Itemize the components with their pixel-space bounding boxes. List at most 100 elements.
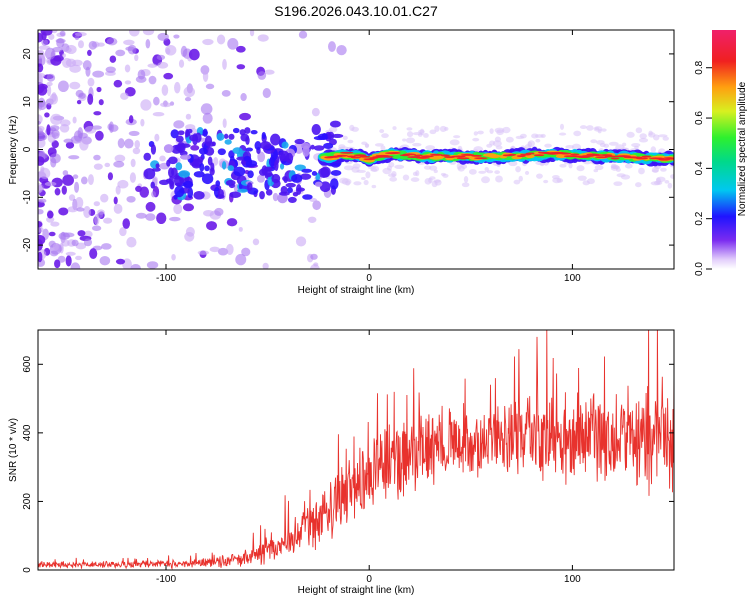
spectral-blob	[279, 163, 285, 170]
spectral-blob	[120, 92, 129, 100]
spectral-blob	[667, 157, 674, 160]
spectral-blob	[365, 171, 371, 179]
spectral-blob	[71, 239, 79, 247]
snr-y-ticks: 0 200 400 600	[22, 356, 674, 573]
spectral-blob	[440, 154, 450, 157]
spectral-blob	[150, 144, 157, 155]
colorbar-tick-label: 0.4	[694, 161, 705, 175]
y-tick-label: 400	[22, 424, 33, 441]
spectral-blob	[88, 40, 97, 50]
spectral-blob	[213, 156, 219, 166]
spectral-blob	[641, 155, 652, 158]
spectral-blob	[145, 213, 156, 221]
snr-y-label: SNR (10 * v/v)	[8, 418, 19, 482]
spectral-blob	[310, 253, 318, 260]
spectral-blob	[468, 168, 477, 175]
spectral-blob	[84, 125, 97, 134]
spectral-blob	[239, 112, 251, 121]
spectral-blob	[95, 130, 104, 141]
spectral-blob	[119, 227, 127, 237]
spectral-blob	[80, 176, 88, 185]
spectral-blob	[44, 181, 57, 187]
spectral-blob	[171, 253, 176, 261]
spectrogram-x-label: Height of straight line (km)	[298, 285, 415, 296]
spectral-blob	[571, 143, 582, 151]
spectral-blob	[473, 131, 478, 136]
spectral-blob	[128, 115, 134, 124]
spectral-blob	[412, 142, 422, 147]
spectral-blob	[74, 35, 80, 41]
snr-frame	[37, 329, 675, 571]
spectral-blob	[513, 179, 521, 185]
spectral-blob	[49, 93, 59, 105]
spectral-blob	[442, 173, 449, 178]
spectral-blob	[190, 145, 200, 151]
spectral-blob	[113, 79, 123, 88]
spectral-blob	[579, 125, 587, 130]
spectral-blob	[156, 54, 166, 60]
spectral-blob	[135, 185, 143, 192]
spectral-blob	[155, 163, 160, 169]
spectral-blob	[270, 133, 281, 146]
spectral-blob	[434, 125, 440, 132]
spectral-blob	[62, 232, 75, 238]
spectral-blob	[183, 86, 196, 98]
spectral-blob	[496, 129, 504, 136]
spectral-blob	[321, 133, 328, 140]
spectral-blob	[420, 155, 434, 158]
spectral-blob	[147, 63, 158, 68]
spectral-blob	[381, 133, 389, 139]
spectral-blob	[38, 251, 43, 263]
spectral-blob	[363, 179, 369, 186]
spectral-blob	[68, 194, 76, 201]
spectral-blob	[115, 49, 126, 57]
spectral-blob	[302, 145, 310, 157]
spectral-blob	[175, 162, 183, 171]
spectral-blob	[77, 40, 84, 49]
spectral-blob	[460, 153, 475, 156]
spectral-blob	[412, 171, 418, 176]
spectral-blob	[41, 31, 47, 41]
spectral-blob	[508, 153, 517, 156]
spectral-blob	[174, 185, 185, 198]
spectral-blob	[126, 236, 137, 248]
spectral-blob	[91, 225, 102, 231]
x-tick-label: 100	[564, 273, 581, 284]
spectral-blob	[38, 234, 46, 245]
spectral-blob	[185, 129, 190, 138]
spectral-blob	[140, 118, 145, 127]
spectral-blob	[62, 170, 69, 176]
spectral-blob	[74, 32, 87, 37]
spectral-blob	[515, 135, 525, 140]
spectral-blob	[182, 203, 195, 212]
spectral-blob	[92, 70, 105, 78]
spectral-blob	[582, 180, 590, 186]
spectrogram-y-label: Frequency (Hz)	[8, 116, 19, 185]
spectral-blob	[246, 182, 253, 191]
spectral-blob	[405, 137, 416, 144]
spectral-blob	[204, 165, 210, 172]
colorbar-tick-label: 0.6	[694, 111, 705, 125]
spectral-blob	[414, 154, 423, 157]
spectral-blob	[622, 142, 627, 147]
spectral-blob	[76, 207, 85, 212]
spectral-blob	[143, 152, 152, 161]
spectral-blob	[615, 167, 621, 172]
spectral-blob	[379, 129, 385, 134]
spectral-blob	[57, 255, 66, 263]
spectral-blob	[233, 166, 246, 177]
spectral-blob	[463, 176, 469, 183]
spectral-blob	[525, 152, 535, 155]
spectral-blob	[264, 170, 273, 178]
spectral-blob	[338, 144, 346, 149]
spectral-blob	[180, 45, 188, 58]
spectral-blob	[342, 135, 348, 140]
spectral-blob	[98, 99, 104, 106]
spectral-blob	[156, 212, 167, 225]
spectral-blob	[44, 112, 50, 118]
y-tick-label: 200	[22, 493, 33, 510]
spectral-blob	[262, 87, 271, 99]
spectral-blob	[388, 161, 395, 168]
spectral-blob	[214, 207, 224, 216]
